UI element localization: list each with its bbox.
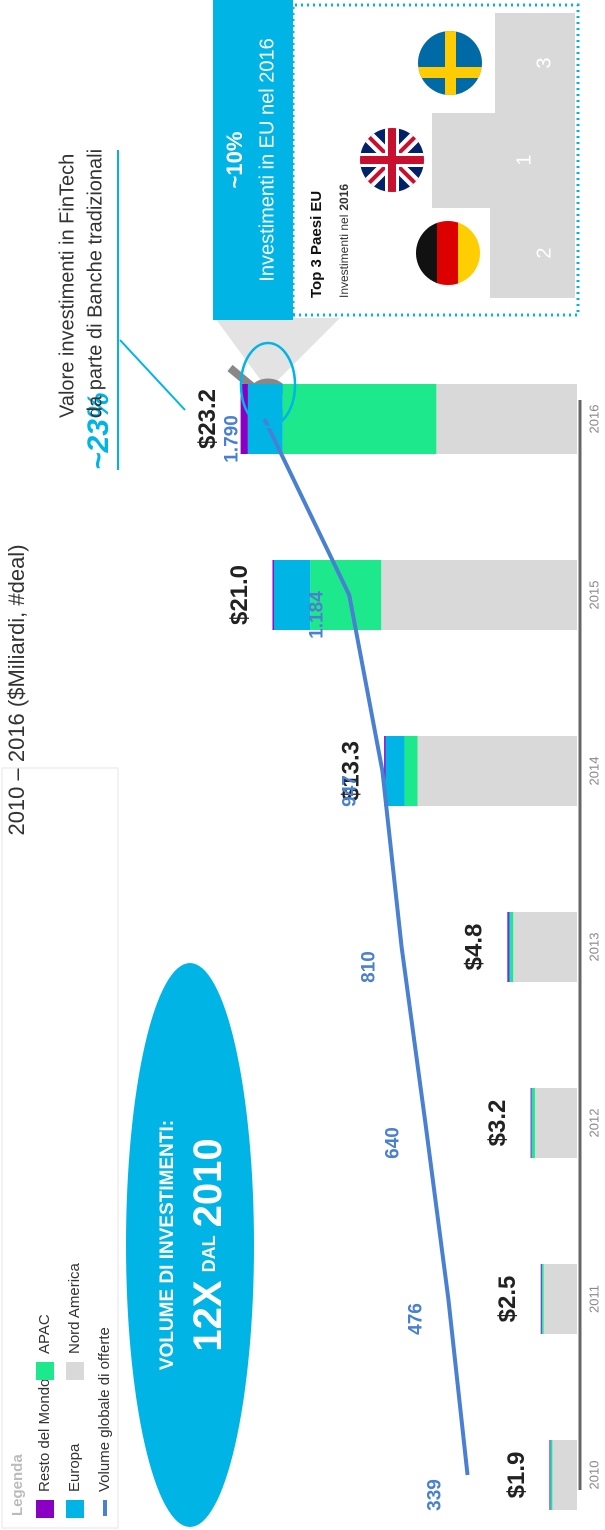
legend-swatch [36, 1500, 54, 1518]
legend-label: Resto del Mondo [36, 1379, 53, 1492]
deal-label: 810 [359, 951, 380, 983]
legend-label: Nord America [66, 1262, 83, 1354]
bar-segment [510, 912, 514, 982]
x-tick-label: 2011 [586, 1285, 601, 1313]
badge-line: VOLUME DI INVESTIMENTI: [157, 1120, 178, 1370]
badge [126, 963, 254, 1527]
callout-value: ~23% [82, 392, 115, 470]
inset-note: Investimenti nel 2016 [337, 184, 351, 298]
inset-note-year: 2016 [337, 184, 351, 211]
bar-segment [542, 1264, 544, 1334]
podium-block [432, 113, 575, 208]
x-tick-label: 2015 [586, 581, 601, 610]
deal-label: 947 [339, 775, 360, 807]
bar-segment [541, 1264, 543, 1334]
deal-label: 476 [405, 1303, 426, 1335]
bar-segment [417, 736, 577, 806]
highlight-ring [239, 341, 297, 429]
x-tick-label: 2014 [586, 757, 601, 786]
deal-line [262, 418, 470, 1476]
bar-segment [282, 384, 437, 454]
total-label: $3.2 [484, 1100, 511, 1147]
deal-label: 1.184 [306, 591, 327, 639]
bar-segment [532, 1088, 535, 1158]
bar-segment [534, 1088, 578, 1158]
total-label: $1.9 [503, 1452, 530, 1499]
bar-segment [272, 560, 274, 630]
bar-segment [513, 912, 578, 982]
podium-block [490, 208, 575, 298]
legend-title: Legenda [9, 1454, 26, 1516]
legend-label: Europa [66, 1443, 83, 1492]
deal-label: 640 [382, 1127, 403, 1159]
flag-uk [360, 128, 424, 192]
x-tick-label: 2012 [586, 1109, 601, 1138]
total-label: $23.2 [194, 389, 221, 449]
bar-segment [404, 736, 418, 806]
deal-label: 339 [425, 1479, 446, 1511]
bar-segment [507, 912, 509, 982]
legend-swatch [66, 1362, 84, 1380]
legend-label: Volume globale di offerte [96, 1327, 113, 1492]
bar-segment [436, 384, 577, 454]
bar-segment [550, 1440, 553, 1510]
bar-segment [550, 1440, 551, 1510]
bar-segment [508, 912, 511, 982]
bar-segment [385, 736, 405, 806]
chart-title: 2010 – 2016 ($Miliardi, #deal) [4, 544, 29, 835]
badge-big: 12X DAL 2010 [186, 1138, 230, 1351]
total-label: $2.5 [494, 1276, 521, 1323]
podium-label: 1 [513, 154, 535, 165]
flag-sweden [418, 31, 482, 95]
inset-subtitle: Investimenti in EU nel 2016 [256, 38, 278, 281]
total-label: $13.3 [337, 741, 364, 801]
inset-note-text: Investimenti nel [337, 215, 351, 298]
flag-germany [416, 221, 480, 285]
badge-multiplier: 12X [186, 1280, 230, 1351]
bar-segment [530, 1088, 532, 1158]
inset-title: Top 3 Paesi EU [308, 191, 325, 298]
deal-label: 1.790 [221, 415, 242, 463]
callout-text: Valore investimenti in FinTech [56, 154, 78, 418]
x-tick-label: 2013 [586, 933, 601, 962]
zoom-wedge [215, 318, 340, 390]
badge-since: DAL [199, 1235, 219, 1272]
legend-label: APAC [36, 1314, 53, 1354]
legend-swatch [36, 1362, 54, 1380]
badge-year: 2010 [186, 1138, 230, 1227]
bar-segment [543, 1264, 578, 1334]
podium-label: 2 [533, 247, 555, 258]
bar-segment [552, 1440, 577, 1510]
podium-block [495, 13, 575, 113]
inset-value: ~10% [222, 132, 247, 189]
callout-text: da parte di Banche tradizionali [84, 149, 106, 418]
total-label: $4.8 [461, 924, 488, 971]
bar-segment [381, 560, 577, 630]
bar-segment [549, 1440, 551, 1510]
bar-segment [310, 560, 382, 630]
x-tick-label: 2010 [586, 1461, 601, 1490]
x-tick-label: 2016 [586, 405, 601, 434]
bar-segment [273, 560, 311, 630]
legend-box [1, 767, 119, 1529]
inset-header [213, 0, 293, 320]
callout-connector [119, 339, 186, 411]
total-label: $21.0 [226, 565, 253, 625]
legend-swatch [66, 1500, 84, 1518]
podium-label: 3 [533, 57, 555, 68]
bar-segment [540, 1264, 542, 1334]
bar-segment [531, 1088, 533, 1158]
